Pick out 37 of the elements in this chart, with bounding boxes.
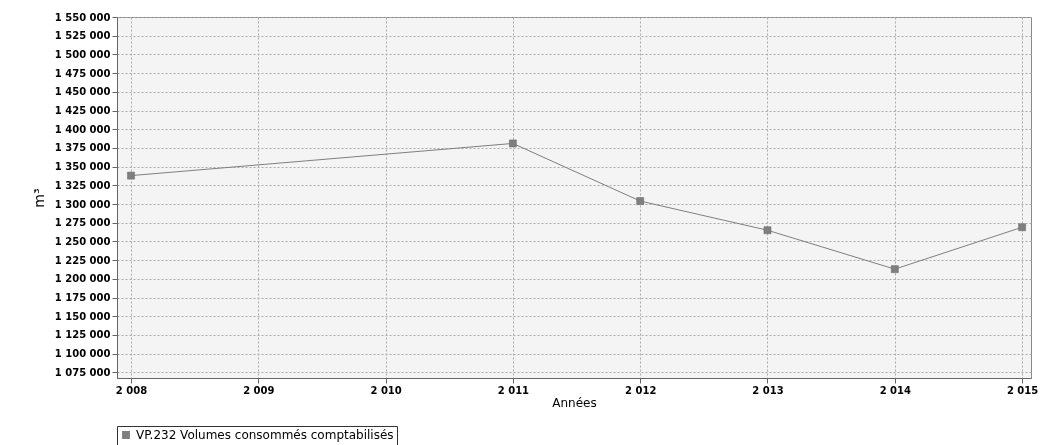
x-tick-label: 2 008: [115, 384, 148, 396]
y-axis-title: m³: [30, 188, 47, 208]
y-tick-label: 1 175 000: [54, 292, 111, 304]
y-tick-label: 1 300 000: [54, 198, 111, 210]
y-tick-label: 1 125 000: [54, 329, 111, 341]
legend-label: VP.232 Volumes consommés comptabilisés: [136, 428, 394, 442]
x-tick-label: 2 015: [1006, 384, 1039, 396]
y-tick-label: 1 200 000: [54, 273, 111, 285]
x-tick-label: 2 013: [752, 384, 784, 396]
x-tick-label: 2 011: [497, 384, 530, 396]
y-tick-label: 1 550 000: [54, 11, 111, 23]
x-tick-label: 2 009: [243, 384, 275, 396]
y-tick-label: 1 275 000: [54, 217, 111, 229]
point: [127, 171, 135, 180]
y-tick-label: 1 500 000: [54, 48, 111, 60]
y-tick-label: 1 450 000: [54, 86, 111, 98]
y-tick-label: 1 400 000: [54, 123, 111, 135]
x-tick-label: 2 012: [625, 384, 657, 396]
y-tick-label: 1 475 000: [54, 67, 111, 79]
x-axis-title: Années: [552, 395, 597, 410]
y-tick-label: 1 250 000: [54, 235, 111, 247]
x-tick-label: 2 010: [370, 384, 402, 396]
x-tick-label: 2 014: [879, 384, 911, 396]
point: [1018, 223, 1026, 232]
point: [763, 226, 772, 235]
y-tick-label: 1 425 000: [54, 105, 111, 117]
y-tick-label: 1 100 000: [54, 348, 111, 360]
y-tick-label: 1 375 000: [54, 142, 111, 154]
point: [509, 139, 517, 148]
y-tick-label: 1 075 000: [54, 366, 111, 378]
y-tick-label: 1 525 000: [54, 30, 111, 42]
y-tick-label: 1 350 000: [54, 161, 111, 173]
point: [636, 197, 644, 205]
y-tick-label: 1 325 000: [54, 179, 111, 191]
point: [891, 265, 899, 273]
y-tick-label: 1 150 000: [54, 310, 111, 322]
y-tick-label: 1 225 000: [54, 254, 111, 266]
